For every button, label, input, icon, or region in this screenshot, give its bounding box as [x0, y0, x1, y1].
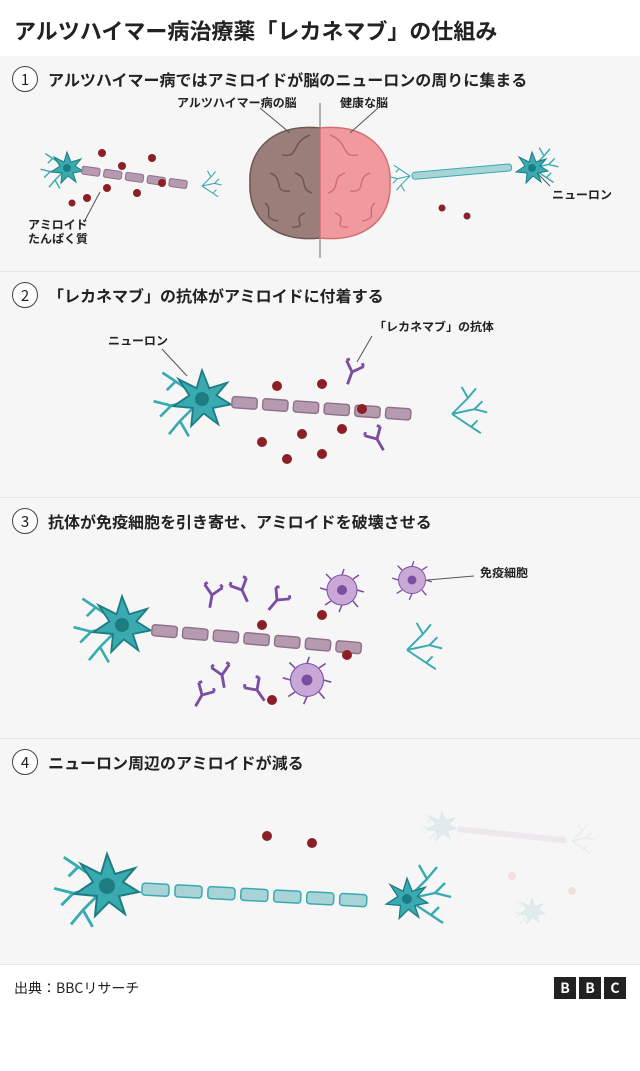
- label-healthy-brain: 健康な脳: [340, 96, 388, 110]
- step-2-header: 2 「レカネマブ」の抗体がアミロイドに付着する: [12, 282, 628, 308]
- step-2-canvas: ニューロン 「レカネマブ」の抗体: [12, 314, 628, 489]
- label-neuron-s2: ニューロン: [108, 334, 168, 348]
- bbc-logo: B B C: [554, 977, 626, 999]
- panel-2: 2 「レカネマブ」の抗体がアミロイドに付着する ニューロン 「レカネマブ」の抗体: [0, 272, 640, 498]
- step-4-svg: [12, 781, 628, 956]
- step-2-number-badge: 2: [12, 282, 38, 308]
- step-3-number-badge: 3: [12, 508, 38, 534]
- label-diseased-brain: アルツハイマー病の脳: [177, 96, 297, 110]
- step-3-text: 抗体が免疫細胞を引き寄せ、アミロイドを破壊させる: [48, 509, 432, 533]
- step-1-number-badge: 1: [12, 66, 38, 92]
- panel-1: 1 アルツハイマー病ではアミロイドが脳のニューロンの周りに集まる アルツハイマー…: [0, 56, 640, 272]
- panel-3: 3 抗体が免疫細胞を引き寄せ、アミロイドを破壊させる 免疫細胞: [0, 498, 640, 739]
- step-2-svg: [12, 314, 628, 489]
- infographic-title: アルツハイマー病治療薬「レカネマブ」の仕組み: [0, 0, 640, 56]
- footer: 出典：BBCリサーチ B B C: [0, 965, 640, 1011]
- step-1-header: 1 アルツハイマー病ではアミロイドが脳のニューロンの周りに集まる: [12, 66, 628, 92]
- step-1-svg: [12, 98, 628, 263]
- label-amyloid-protein: アミロイド たんぱく質: [28, 218, 88, 247]
- label-immune-cell: 免疫細胞: [480, 566, 528, 580]
- bbc-logo-c: C: [604, 977, 626, 999]
- label-neuron-right: ニューロン: [552, 188, 612, 202]
- source-credit: 出典：BBCリサーチ: [14, 978, 139, 998]
- step-3-header: 3 抗体が免疫細胞を引き寄せ、アミロイドを破壊させる: [12, 508, 628, 534]
- step-3-canvas: 免疫細胞: [12, 540, 628, 730]
- panel-4: 4 ニューロン周辺のアミロイドが減る: [0, 739, 640, 965]
- label-antibody-s2: 「レカネマブ」の抗体: [374, 320, 494, 334]
- step-4-header: 4 ニューロン周辺のアミロイドが減る: [12, 749, 628, 775]
- step-2-text: 「レカネマブ」の抗体がアミロイドに付着する: [48, 283, 384, 307]
- bbc-logo-b1: B: [554, 977, 576, 999]
- step-4-text: ニューロン周辺のアミロイドが減る: [48, 750, 304, 774]
- step-3-svg: [12, 540, 628, 730]
- bbc-logo-b2: B: [579, 977, 601, 999]
- step-4-canvas: [12, 781, 628, 956]
- step-4-number-badge: 4: [12, 749, 38, 775]
- step-1-text: アルツハイマー病ではアミロイドが脳のニューロンの周りに集まる: [48, 67, 527, 91]
- step-1-canvas: アルツハイマー病の脳 健康な脳 アミロイド たんぱく質 ニューロン: [12, 98, 628, 263]
